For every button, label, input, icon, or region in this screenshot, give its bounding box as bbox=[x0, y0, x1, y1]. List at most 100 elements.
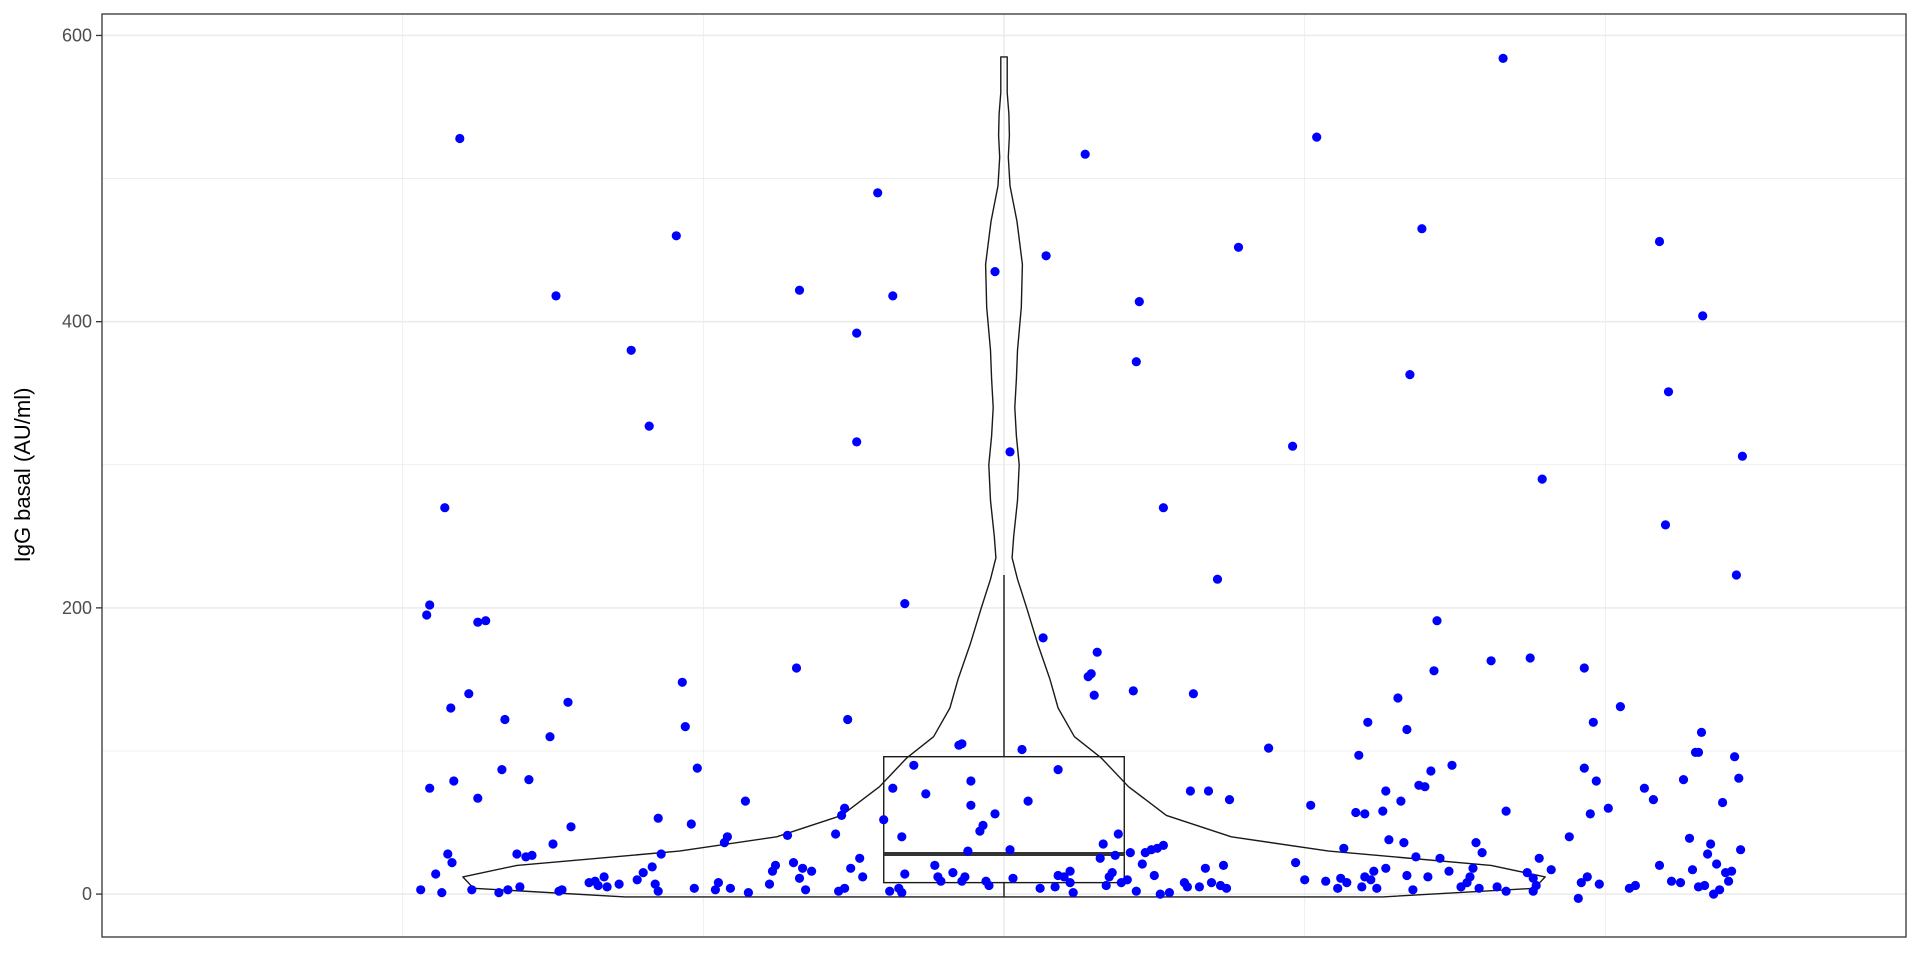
data-point bbox=[1125, 848, 1135, 858]
data-point bbox=[1399, 838, 1409, 848]
data-point bbox=[551, 291, 561, 301]
data-point bbox=[443, 849, 453, 859]
data-point bbox=[1435, 853, 1445, 863]
data-point bbox=[1038, 633, 1048, 643]
data-point bbox=[1381, 863, 1391, 873]
data-point bbox=[1194, 882, 1204, 892]
data-point bbox=[1101, 880, 1111, 891]
data-point bbox=[1384, 835, 1394, 845]
data-point bbox=[524, 775, 534, 785]
data-point bbox=[1095, 853, 1105, 863]
y-axis: 0 200 400 600 bbox=[62, 25, 102, 904]
data-point bbox=[1498, 53, 1508, 64]
data-point bbox=[798, 863, 808, 873]
data-point bbox=[1648, 795, 1658, 805]
data-point bbox=[599, 872, 609, 882]
boxplot bbox=[883, 574, 1125, 897]
data-point bbox=[1333, 883, 1343, 893]
data-point bbox=[710, 885, 721, 895]
data-point bbox=[473, 617, 483, 627]
data-point bbox=[794, 873, 805, 883]
data-point bbox=[566, 822, 576, 832]
data-point bbox=[1134, 297, 1144, 307]
data-point bbox=[1486, 656, 1496, 666]
data-point bbox=[500, 714, 510, 725]
data-point bbox=[990, 809, 1000, 819]
data-point bbox=[1206, 878, 1217, 888]
data-point bbox=[921, 789, 931, 799]
data-point bbox=[1408, 885, 1418, 895]
data-point bbox=[1360, 809, 1370, 819]
data-point bbox=[1492, 882, 1502, 892]
data-point bbox=[1537, 474, 1547, 484]
data-point bbox=[632, 875, 642, 885]
data-point bbox=[548, 839, 558, 849]
data-point bbox=[431, 869, 441, 879]
data-point bbox=[1666, 876, 1677, 886]
data-point bbox=[1339, 843, 1349, 853]
data-point bbox=[527, 850, 537, 861]
data-point bbox=[888, 783, 898, 793]
data-point bbox=[653, 813, 663, 823]
data-point bbox=[467, 885, 477, 895]
data-point bbox=[686, 819, 696, 829]
data-point bbox=[930, 860, 940, 871]
data-point bbox=[647, 862, 657, 872]
data-point bbox=[1698, 311, 1708, 321]
data-point bbox=[801, 885, 811, 895]
data-point bbox=[722, 832, 733, 842]
data-point bbox=[1525, 653, 1535, 663]
data-point bbox=[1534, 853, 1544, 863]
data-point bbox=[1005, 447, 1015, 457]
data-point bbox=[425, 783, 435, 793]
data-point bbox=[626, 345, 636, 355]
data-point bbox=[1696, 727, 1707, 738]
data-point bbox=[1663, 387, 1674, 397]
data-point bbox=[1200, 863, 1210, 873]
data-point bbox=[1660, 520, 1671, 530]
data-point bbox=[1546, 865, 1556, 875]
data-point bbox=[455, 133, 465, 144]
data-point bbox=[900, 869, 910, 879]
data-point bbox=[1402, 724, 1412, 735]
data-point bbox=[1501, 806, 1511, 816]
data-point bbox=[1582, 872, 1592, 882]
data-point bbox=[770, 860, 781, 871]
data-point bbox=[1203, 786, 1214, 796]
data-point bbox=[1630, 880, 1640, 891]
data-point bbox=[1351, 807, 1361, 818]
data-point bbox=[1423, 872, 1433, 882]
data-point bbox=[1405, 370, 1415, 380]
y-tick-label: 200 bbox=[62, 598, 92, 618]
data-point bbox=[909, 760, 919, 770]
data-point bbox=[447, 858, 457, 868]
data-point bbox=[713, 878, 724, 888]
data-point bbox=[1110, 850, 1120, 861]
data-point bbox=[464, 689, 474, 699]
data-point bbox=[425, 600, 435, 610]
data-point bbox=[960, 872, 970, 882]
data-point bbox=[1654, 236, 1665, 247]
data-point bbox=[900, 599, 910, 609]
data-point bbox=[1603, 803, 1613, 813]
data-point bbox=[1291, 858, 1301, 868]
data-point bbox=[1576, 878, 1586, 888]
data-point bbox=[1447, 760, 1457, 770]
data-point bbox=[653, 886, 663, 896]
data-point bbox=[1122, 875, 1132, 885]
data-point bbox=[1615, 702, 1625, 712]
data-point bbox=[1700, 880, 1710, 891]
data-point bbox=[840, 883, 850, 893]
data-point bbox=[1050, 882, 1060, 892]
data-point bbox=[545, 732, 555, 742]
data-point bbox=[1444, 866, 1454, 876]
data-point bbox=[1639, 783, 1649, 793]
data-point bbox=[557, 885, 567, 895]
data-point bbox=[831, 829, 841, 839]
data-point bbox=[879, 815, 889, 825]
y-tick-label: 600 bbox=[62, 25, 92, 45]
data-point bbox=[1221, 883, 1232, 893]
y-tick-label: 0 bbox=[82, 884, 92, 904]
data-point bbox=[1594, 879, 1604, 889]
data-point bbox=[1212, 574, 1223, 584]
